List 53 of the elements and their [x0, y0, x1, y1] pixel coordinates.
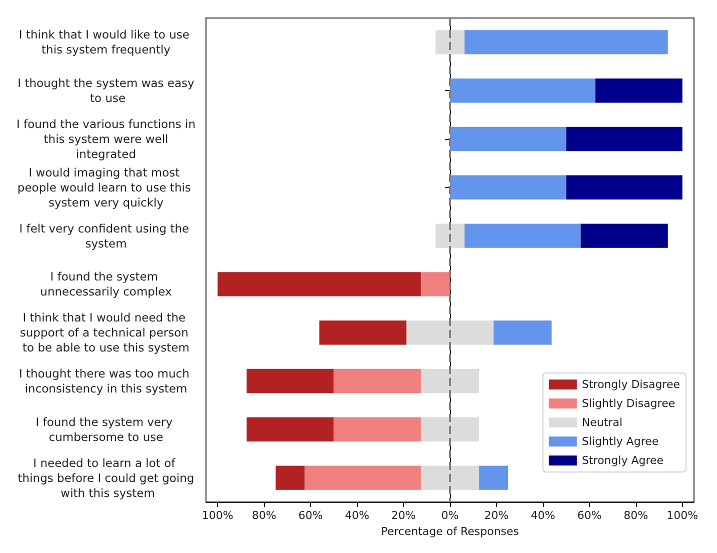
x-tick-label: 60% — [298, 509, 323, 522]
x-tick-label: 20% — [391, 509, 416, 522]
x-tick-label: 40% — [530, 509, 556, 522]
legend-label: Slightly Agree — [582, 435, 659, 448]
bar — [494, 320, 552, 345]
x-tick-label: 80% — [252, 509, 276, 522]
bar — [420, 368, 480, 394]
legend-label: Strongly Agree — [582, 454, 664, 467]
y-tick-label: I think that I would like to use this system frequently — [18, 28, 194, 57]
x-tick-label: 0% — [441, 509, 459, 522]
y-tick-label: I would imaging that most people would learn to use this system very quickly — [17, 165, 195, 210]
bar — [580, 224, 668, 248]
bar — [319, 320, 406, 345]
bar — [420, 417, 480, 442]
x-tick-label: 100% — [666, 509, 698, 522]
y-tick-label: I found the various functions in this system were well integrated — [16, 117, 196, 161]
y-tick-label: I found the system very cumbersome to use — [36, 414, 176, 444]
bar — [566, 175, 682, 200]
bar — [479, 466, 508, 490]
bar — [450, 175, 566, 200]
x-tick-label: 100% — [202, 509, 234, 522]
bar — [246, 417, 334, 442]
bar — [595, 78, 682, 103]
y-tick-label: I found the system unnecessarily complex — [40, 270, 172, 299]
y-tick-label: I thought there was too much inconsistency in this system — [18, 366, 194, 396]
bar — [464, 30, 668, 54]
bar — [420, 466, 480, 490]
bar — [435, 224, 465, 248]
x-tick-label: 80% — [624, 509, 648, 522]
bar — [464, 224, 581, 248]
legend-label: Slightly Disagree — [582, 397, 676, 410]
bar — [276, 466, 305, 490]
bar — [420, 272, 450, 296]
x-tick-label: 40% — [344, 509, 370, 522]
legend-label: Neutral — [582, 416, 622, 429]
bar — [566, 126, 682, 152]
x-tick-label: 20% — [484, 509, 509, 522]
bar — [406, 320, 494, 345]
bar — [450, 126, 566, 152]
bar — [334, 417, 421, 442]
y-tick-label: I felt very confident using the system — [19, 221, 193, 250]
bar — [435, 30, 465, 54]
bar — [304, 466, 421, 490]
bar — [218, 272, 421, 296]
y-tick-label: I needed to learn a lot of things before I could get going with this system — [18, 456, 194, 500]
y-tick-label: I thought the system was easy to use — [18, 76, 195, 106]
bar — [246, 368, 334, 394]
y-tick-label: I think that I would need the support of a technical person to be able to use this system — [20, 310, 192, 355]
x-axis-title: Percentage of Responses — [380, 525, 520, 538]
bar — [450, 78, 596, 103]
x-tick-label: 60% — [577, 509, 602, 522]
legend-label: Strongly Disagree — [582, 378, 680, 391]
bar — [334, 368, 421, 394]
